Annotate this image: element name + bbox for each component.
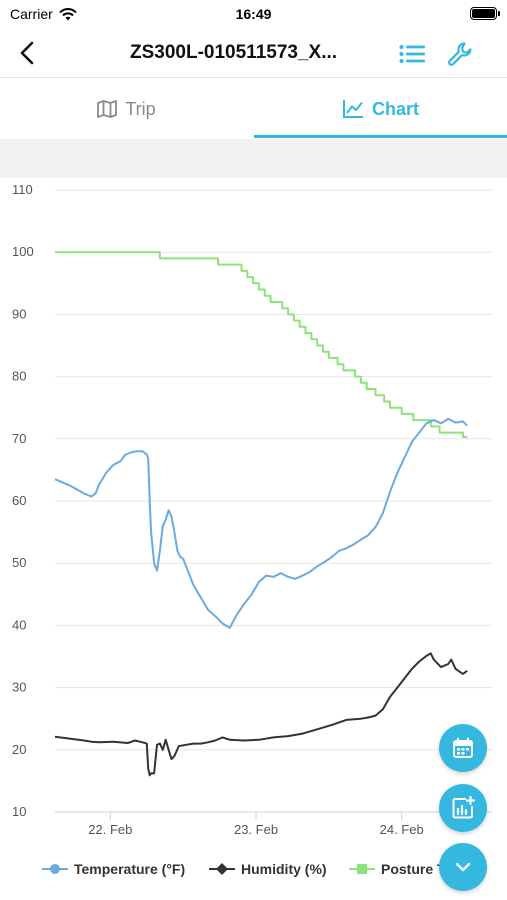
status-bar: Carrier 16:49: [0, 0, 507, 30]
wrench-icon: [448, 42, 472, 66]
x-tick-label: 22. Feb: [88, 822, 132, 837]
carrier-name: Carrier: [10, 6, 53, 22]
legend-item-temperature[interactable]: Temperature (°F): [42, 859, 185, 879]
y-tick-label: 80: [12, 369, 26, 384]
map-icon: [97, 100, 118, 118]
series-line: [54, 417, 468, 629]
line-chart-icon: [342, 100, 363, 118]
add-chart-icon: [452, 796, 475, 819]
add-chart-button[interactable]: [439, 784, 487, 832]
sensor-chart[interactable]: 10 20 30 40 50 60 70 80 90 100 110 22. Feb 23. Feb 24…: [0, 178, 507, 900]
legend-marker-square: [349, 863, 375, 875]
legend-label: Temperature (°F): [74, 861, 186, 877]
wifi-icon: [59, 7, 77, 20]
y-tick-label: 40: [12, 617, 26, 632]
x-tick-label: 23. Feb: [234, 822, 278, 837]
active-tab-indicator: [254, 135, 507, 138]
tab-chart-label: Chart: [371, 98, 419, 119]
back-button[interactable]: [12, 38, 42, 68]
legend-label: Posture T...: [381, 861, 456, 877]
series-line: [55, 251, 468, 438]
legend-item-posture[interactable]: Posture T...: [349, 859, 456, 879]
legend-marker-circle: [42, 863, 68, 875]
date-range-button[interactable]: [439, 724, 487, 772]
tab-trip-label: Trip: [125, 98, 156, 119]
status-time: 16:49: [235, 6, 272, 22]
calendar-icon: [453, 737, 473, 758]
legend-item-humidity[interactable]: Humidity (%): [209, 859, 327, 879]
expand-menu-button[interactable]: [439, 843, 487, 891]
navigation-bar: ZS300L-010511573_X...: [0, 30, 507, 78]
chevron-down-icon: [455, 862, 471, 872]
y-tick-label: 10: [12, 804, 26, 819]
chart-toolbar-band: [0, 139, 507, 178]
legend-marker-diamond: [209, 862, 235, 876]
view-tabs: Trip Chart: [0, 79, 507, 139]
y-tick-label: 90: [12, 306, 26, 321]
y-tick-label: 100: [12, 244, 34, 259]
x-tick-label: 24. Feb: [380, 822, 424, 837]
carrier-info: Carrier: [10, 6, 77, 22]
y-tick-label: 70: [12, 431, 26, 446]
y-tick-label: 110: [12, 182, 33, 197]
chart-svg: 10 20 30 40 50 60 70 80 90 100 110 22. Feb 23. Feb 24…: [12, 182, 492, 837]
legend-label: Humidity (%): [241, 861, 327, 877]
list-icon: [399, 45, 425, 63]
list-button[interactable]: [397, 39, 427, 69]
device-title: ZS300L-010511573_X...: [130, 42, 338, 63]
battery-icon: [470, 7, 500, 20]
series-line: [54, 652, 468, 777]
chevron-left-icon: [20, 41, 34, 65]
tab-trip[interactable]: Trip: [0, 79, 253, 139]
y-tick-label: 20: [12, 742, 26, 757]
tab-chart[interactable]: Chart: [254, 79, 507, 139]
settings-button[interactable]: [445, 39, 475, 69]
y-tick-label: 60: [12, 493, 26, 508]
y-tick-label: 30: [12, 680, 26, 695]
y-tick-label: 50: [12, 555, 26, 570]
